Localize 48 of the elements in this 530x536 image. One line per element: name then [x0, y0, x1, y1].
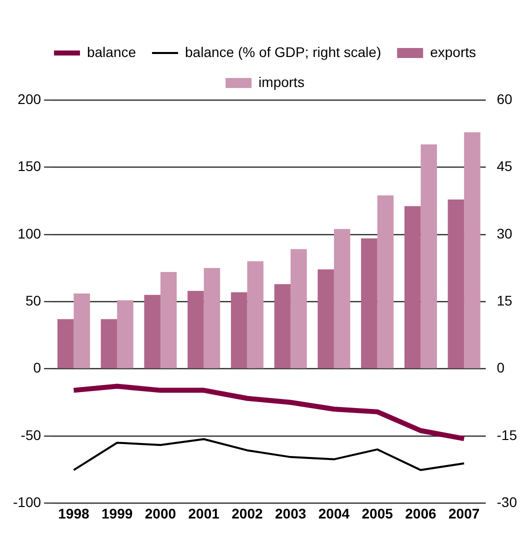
- bar: [144, 294, 160, 368]
- legend-label: balance (% of GDP; right scale): [185, 44, 382, 60]
- bar: [204, 268, 220, 368]
- y2-tick-label: 15: [496, 292, 513, 308]
- x-tick-label: 1999: [102, 505, 133, 522]
- y-tick-label: 200: [18, 90, 42, 107]
- y-tick-label: 150: [18, 158, 42, 174]
- bar: [448, 199, 464, 368]
- bar: [318, 269, 334, 368]
- bar: [464, 132, 480, 368]
- y2-tick-label: 60: [496, 90, 513, 107]
- x-tick-label: 2004: [318, 505, 350, 522]
- bar: [274, 284, 291, 368]
- bar: [160, 272, 177, 368]
- bar: [117, 300, 134, 368]
- legend-label: exports: [430, 44, 476, 60]
- y2-tick-label: 0: [496, 360, 505, 376]
- bar: [420, 144, 437, 368]
- y-tick-label: 50: [25, 292, 42, 308]
- bar: [361, 238, 378, 368]
- bar: [247, 261, 264, 368]
- bar: [230, 292, 248, 368]
- y2-tick-label: 30: [496, 225, 513, 242]
- x-tick-label: 2000: [144, 505, 176, 522]
- x-tick-label: 2005: [362, 505, 394, 522]
- y-tick-label: 100: [18, 225, 42, 242]
- legend-label: balance: [86, 44, 136, 60]
- bar: [334, 229, 350, 368]
- x-tick-label: 2006: [405, 505, 436, 522]
- bar: [404, 206, 421, 368]
- y-tick-label: -50: [20, 426, 42, 443]
- bar: [100, 319, 118, 368]
- bar: [74, 294, 90, 368]
- bar: [188, 290, 204, 368]
- y2-tick-label: -30: [496, 494, 518, 510]
- x-tick-label: 2003: [275, 505, 306, 522]
- y2-tick-label: 45: [496, 158, 513, 174]
- legend-label: imports: [258, 74, 304, 90]
- x-tick-label: 2001: [188, 505, 220, 522]
- x-tick-label: 2002: [232, 505, 263, 522]
- y2-tick-label: -15: [496, 426, 518, 443]
- x-tick-label: 2007: [448, 505, 480, 522]
- y-tick-label: 0: [33, 360, 42, 376]
- bar: [290, 249, 307, 368]
- bar: [57, 319, 74, 368]
- x-tick-label: 1998: [58, 505, 90, 522]
- y-tick-label: -100: [12, 494, 42, 510]
- bar: [377, 195, 394, 368]
